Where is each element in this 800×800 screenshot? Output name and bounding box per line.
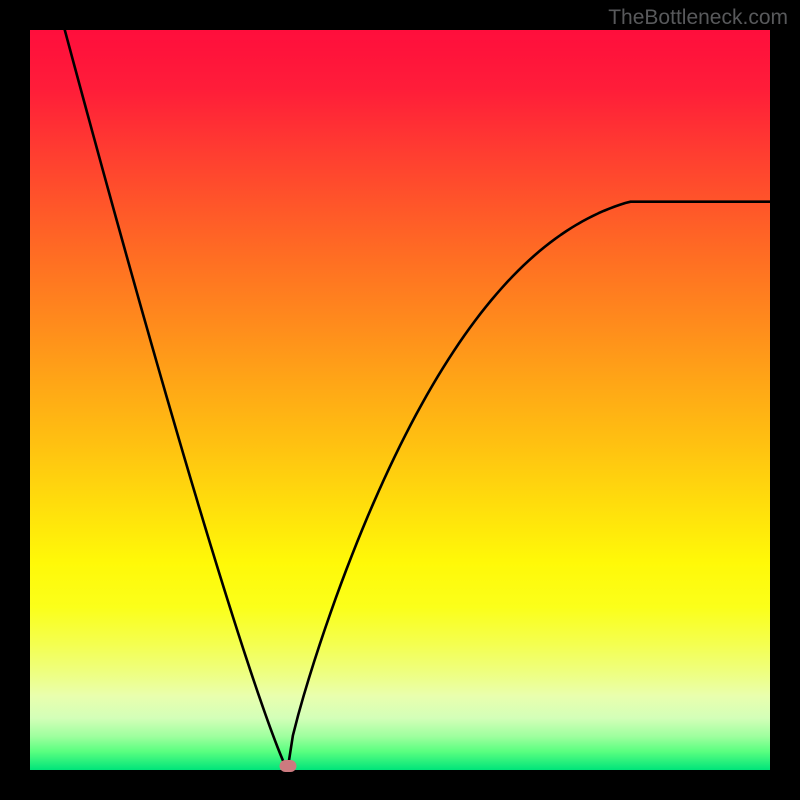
watermark-text: TheBottleneck.com bbox=[608, 6, 788, 30]
chart-svg bbox=[0, 0, 800, 800]
min-point-marker bbox=[279, 760, 296, 772]
chart-container: TheBottleneck.com bbox=[0, 0, 800, 800]
